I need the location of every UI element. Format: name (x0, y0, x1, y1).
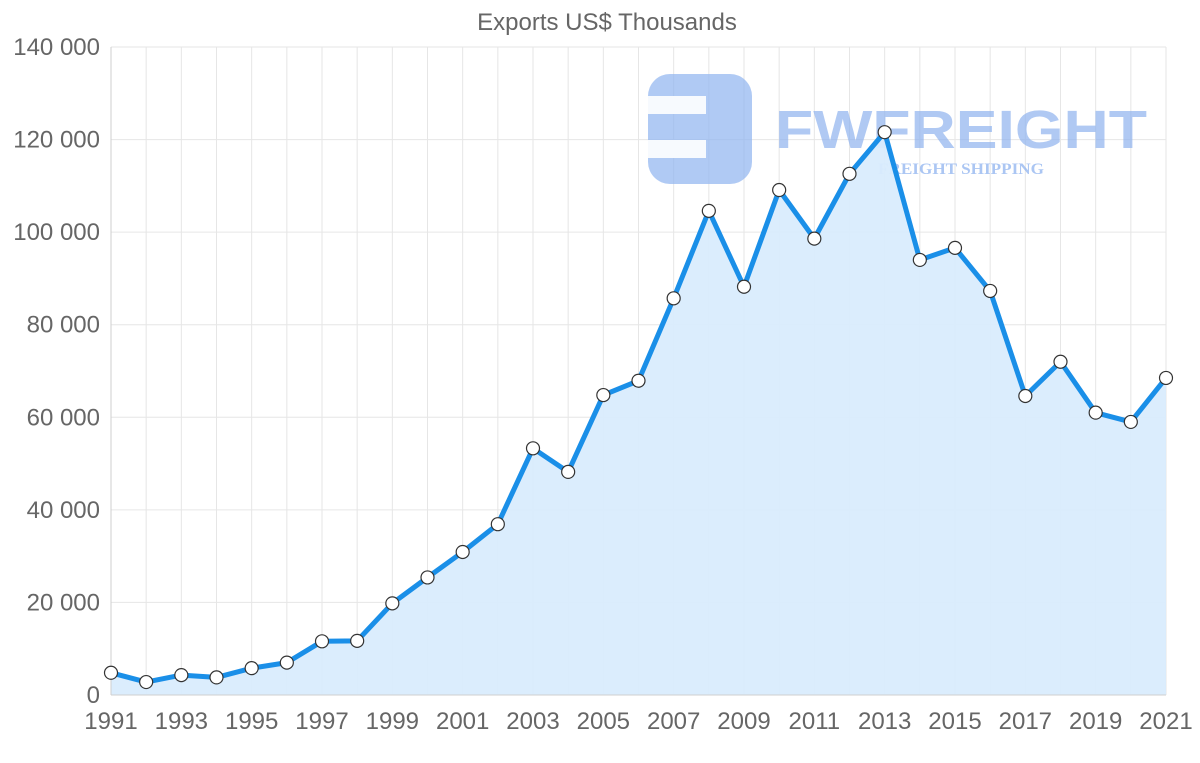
series-area-fill (111, 132, 1166, 696)
data-point-1993[interactable] (174, 667, 189, 683)
x-tick-label: 2003 (506, 708, 559, 735)
data-point-1995[interactable] (244, 661, 259, 676)
data-point-1992[interactable] (139, 674, 154, 690)
data-point-2013[interactable] (877, 125, 892, 140)
data-point-2003[interactable] (525, 441, 541, 456)
x-tick-label: 2015 (928, 708, 981, 735)
data-point-2014[interactable] (912, 252, 927, 268)
x-tick-label: 1999 (366, 708, 419, 735)
data-point-2015[interactable] (947, 240, 963, 255)
data-point-2018[interactable] (1053, 354, 1068, 369)
y-tick-label: 120 000 (13, 127, 100, 154)
x-tick-label: 2001 (436, 708, 489, 735)
data-point-2012[interactable] (842, 166, 857, 181)
data-point-1999[interactable] (385, 596, 400, 611)
data-point-2008[interactable] (701, 203, 716, 218)
y-tick-label: 140 000 (13, 34, 100, 61)
watermark-tagline: FREIGHT SHIPPING (878, 161, 1045, 178)
data-point-2017[interactable] (1018, 388, 1033, 404)
x-tick-label: 1997 (295, 708, 348, 735)
y-tick-label: 60 000 (27, 404, 100, 431)
data-point-2010[interactable] (772, 182, 787, 198)
area-layer (111, 132, 1166, 696)
data-point-1998[interactable] (350, 633, 365, 648)
x-tick-label: 1991 (84, 708, 137, 735)
watermark-logo-mark (648, 74, 752, 184)
axis-layer (110, 47, 1166, 696)
watermark-logo-notch-top (648, 96, 706, 114)
data-point-2007[interactable] (666, 291, 681, 306)
chart-title: Exports US$ Thousands (477, 9, 737, 36)
data-point-2006[interactable] (631, 373, 646, 388)
watermark-logo-notch-bottom (648, 140, 706, 158)
data-point-1991[interactable] (103, 665, 119, 680)
data-point-2001[interactable] (455, 544, 470, 560)
data-point-1997[interactable] (314, 634, 330, 649)
y-tick-label: 100 000 (13, 219, 100, 246)
watermark-brand-name: FWFREIGHT (775, 100, 1147, 160)
data-point-1996[interactable] (279, 655, 294, 670)
data-point-2016[interactable] (983, 283, 998, 299)
data-point-2020[interactable] (1123, 414, 1138, 430)
label-layer: 0 20 000 40 000 60 000 80 000 100 000 120 000 1… (13, 34, 1192, 735)
x-tick-label: 1993 (155, 708, 208, 735)
x-tick-label: 2021 (1139, 708, 1192, 735)
data-point-2005[interactable] (596, 387, 611, 403)
y-tick-label: 20 000 (27, 589, 100, 616)
x-tick-label: 2011 (789, 708, 841, 735)
data-point-2009[interactable] (736, 279, 752, 294)
x-tick-label: 1995 (225, 708, 278, 735)
data-point-1994[interactable] (209, 670, 224, 685)
x-tick-label: 2017 (999, 708, 1052, 735)
y-tick-label: 80 000 (27, 312, 100, 339)
y-tick-label: 40 000 (27, 497, 100, 524)
x-tick-label: 2013 (858, 708, 911, 735)
data-point-2019[interactable] (1088, 405, 1103, 420)
x-tick-label: 2005 (577, 708, 630, 735)
data-point-2004[interactable] (561, 464, 576, 480)
x-tick-label: 2019 (1069, 708, 1122, 735)
x-tick-label: 2009 (717, 708, 770, 735)
watermark-logo: FWFREIGHT FREIGHT SHIPPING (648, 74, 1147, 184)
data-point-2002[interactable] (490, 517, 505, 532)
data-point-2021[interactable] (1158, 370, 1174, 386)
data-point-2011[interactable] (807, 231, 822, 246)
x-tick-label: 2007 (647, 708, 700, 735)
point-layer (103, 125, 1174, 690)
y-tick-label: 0 (87, 682, 100, 709)
data-point-2000[interactable] (420, 570, 435, 585)
